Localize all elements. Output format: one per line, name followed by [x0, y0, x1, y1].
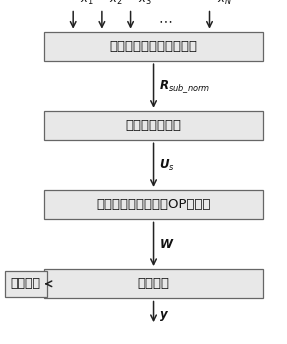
Text: 回波数据: 回波数据 — [11, 277, 41, 290]
Text: $\cdots$: $\cdots$ — [158, 13, 172, 27]
Bar — [44, 32, 263, 61]
Bar — [44, 269, 263, 299]
Bar — [44, 111, 263, 140]
Text: $x_{N}$: $x_{N}$ — [217, 0, 232, 7]
Text: 干扰子空间估计: 干扰子空间估计 — [125, 119, 182, 132]
Text: $\boldsymbol{W}$: $\boldsymbol{W}$ — [159, 238, 175, 251]
Text: $x_{3}$: $x_{3}$ — [138, 0, 152, 7]
Bar — [5, 271, 46, 297]
Text: $\boldsymbol{y}$: $\boldsymbol{y}$ — [159, 309, 169, 323]
Text: $x_{2}$: $x_{2}$ — [109, 0, 123, 7]
Bar — [44, 190, 263, 219]
Text: $\boldsymbol{U}_{s}$: $\boldsymbol{U}_{s}$ — [159, 158, 175, 173]
Text: $\boldsymbol{R}_{sub\_norm}$: $\boldsymbol{R}_{sub\_norm}$ — [159, 78, 210, 95]
Text: $x_{1}$: $x_{1}$ — [80, 0, 94, 7]
Text: 自适应权矢量求解（OP算法）: 自适应权矢量求解（OP算法） — [96, 198, 211, 211]
Text: 子阵级协方差矩阵归一化: 子阵级协方差矩阵归一化 — [110, 40, 197, 53]
Text: 加权求和: 加权求和 — [137, 277, 170, 290]
